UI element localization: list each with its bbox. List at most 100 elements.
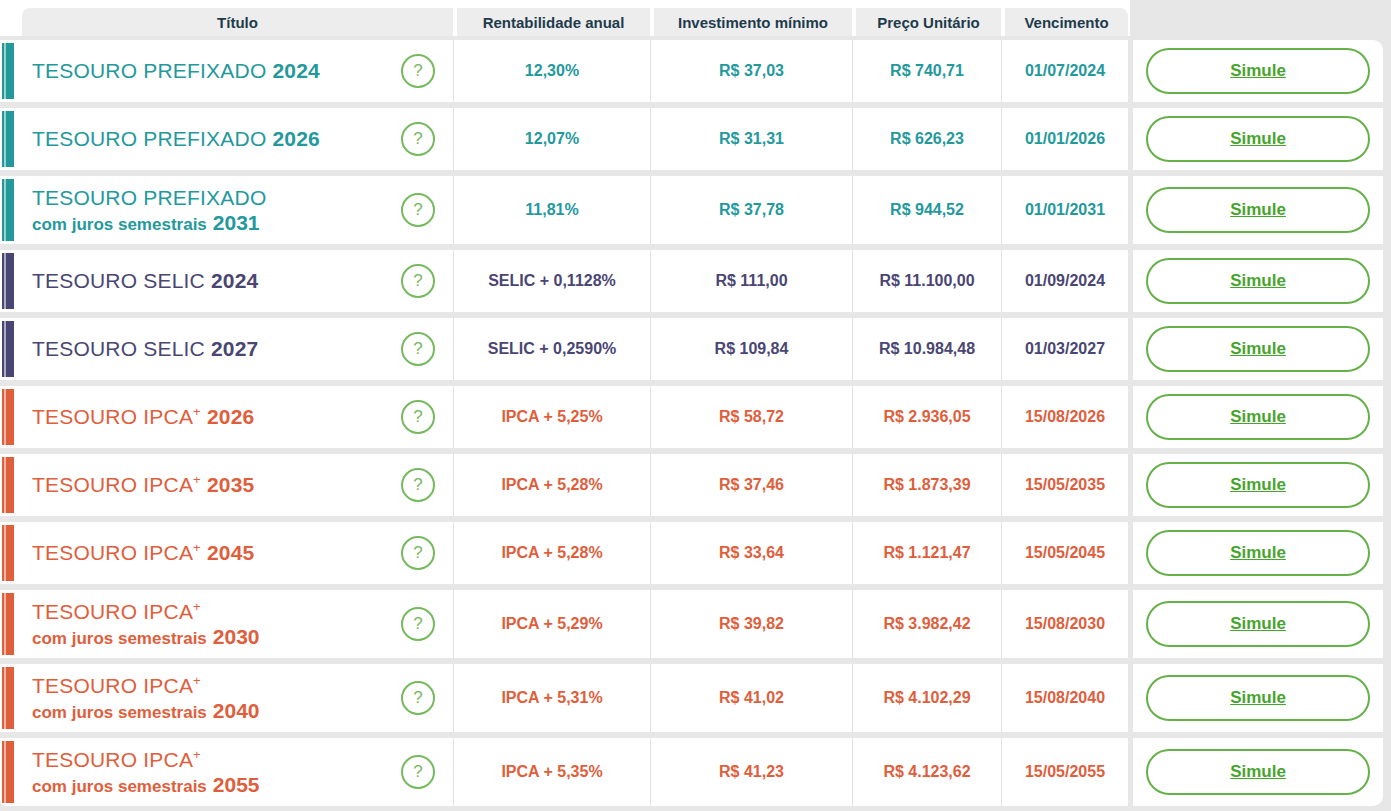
bond-title-cell: TESOURO IPCA+ com juros semestrais2055 ? <box>0 738 453 806</box>
table-row: TESOURO PREFIXADO com juros semestrais20… <box>0 176 1391 244</box>
help-question-icon[interactable]: ? <box>401 400 435 434</box>
simulate-button[interactable]: Simule <box>1146 187 1370 233</box>
help-question-icon[interactable]: ? <box>401 193 435 227</box>
bond-title-cell: TESOURO SELIC2024 ? <box>0 250 453 312</box>
bond-title-cell: TESOURO PREFIXADO2026 ? <box>0 108 453 170</box>
plus-superscript: + <box>193 747 201 762</box>
unit-price-cell: R$ 4.102,29 <box>852 664 1001 732</box>
unit-price-cell: R$ 1.873,39 <box>852 454 1001 516</box>
bond-row-card: TESOURO IPCA+2026 ? IPCA + 5,25% R$ 58,7… <box>0 386 1128 448</box>
unit-price-cell: R$ 3.982,42 <box>852 590 1001 658</box>
bond-subtitle: com juros semestrais2031 <box>32 211 266 235</box>
bond-year: 2040 <box>213 699 260 722</box>
table-row: TESOURO IPCA+2026 ? IPCA + 5,25% R$ 58,7… <box>0 386 1391 448</box>
simulate-button[interactable]: Simule <box>1146 462 1370 508</box>
column-header-rentabilidade: Rentabilidade anual <box>457 8 650 36</box>
bond-title: TESOURO IPCA+ com juros semestrais2055 <box>32 748 260 797</box>
bond-title: TESOURO IPCA+ com juros semestrais2040 <box>32 674 260 723</box>
annual-rate-cell: 11,81% <box>453 176 650 244</box>
bond-title: TESOURO IPCA+2026 <box>32 405 254 429</box>
minimum-investment-cell: R$ 41,02 <box>650 664 852 732</box>
minimum-investment-cell: R$ 111,00 <box>650 250 852 312</box>
simulate-button[interactable]: Simule <box>1146 749 1370 795</box>
maturity-date-cell: 15/05/2035 <box>1001 454 1128 516</box>
bond-row-card: TESOURO IPCA+ com juros semestrais2040 ?… <box>0 664 1128 732</box>
bond-title-cell: TESOURO PREFIXADO com juros semestrais20… <box>0 176 453 244</box>
bond-year: 2024 <box>211 269 259 292</box>
help-question-icon[interactable]: ? <box>401 54 435 88</box>
simulate-button[interactable]: Simule <box>1146 675 1370 721</box>
help-question-icon[interactable]: ? <box>401 607 435 641</box>
minimum-investment-cell: R$ 37,78 <box>650 176 852 244</box>
bond-row-card: TESOURO IPCA+ com juros semestrais2055 ?… <box>0 738 1128 806</box>
bond-color-bar <box>2 741 14 803</box>
bond-name: TESOURO IPCA+ <box>32 748 260 772</box>
table-row: TESOURO IPCA+ com juros semestrais2040 ?… <box>0 664 1391 732</box>
bond-title-cell: TESOURO IPCA+ com juros semestrais2040 ? <box>0 664 453 732</box>
help-question-icon[interactable]: ? <box>401 755 435 789</box>
bond-title: TESOURO SELIC2027 <box>32 337 259 361</box>
bond-name: TESOURO IPCA+2026 <box>32 405 254 429</box>
bond-year: 2055 <box>213 773 260 796</box>
maturity-date-cell: 15/08/2030 <box>1001 590 1128 658</box>
maturity-date-cell: 01/09/2024 <box>1001 250 1128 312</box>
simulate-button[interactable]: Simule <box>1146 394 1370 440</box>
bond-year: 2024 <box>272 59 320 82</box>
minimum-investment-cell: R$ 39,82 <box>650 590 852 658</box>
bond-year: 2035 <box>207 473 255 496</box>
minimum-investment-cell: R$ 37,46 <box>650 454 852 516</box>
simulate-button[interactable]: Simule <box>1146 258 1370 304</box>
plus-superscript: + <box>193 540 201 555</box>
bond-color-bar <box>2 111 14 167</box>
help-question-icon[interactable]: ? <box>401 536 435 570</box>
bond-row-card: TESOURO IPCA+ com juros semestrais2030 ?… <box>0 590 1128 658</box>
annual-rate-cell: IPCA + 5,28% <box>453 454 650 516</box>
bond-name: TESOURO IPCA+ <box>32 674 260 698</box>
simulate-button[interactable]: Simule <box>1146 116 1370 162</box>
maturity-date-cell: 01/07/2024 <box>1001 40 1128 102</box>
column-header-titulo: Título <box>22 8 453 36</box>
table-row: TESOURO IPCA+ com juros semestrais2030 ?… <box>0 590 1391 658</box>
table-row: TESOURO SELIC2024 ? SELIC + 0,1128% R$ 1… <box>0 250 1391 312</box>
maturity-date-cell: 01/01/2031 <box>1001 176 1128 244</box>
help-question-icon[interactable]: ? <box>401 332 435 366</box>
annual-rate-cell: SELIC + 0,1128% <box>453 250 650 312</box>
maturity-date-cell: 01/01/2026 <box>1001 108 1128 170</box>
minimum-investment-cell: R$ 109,84 <box>650 318 852 380</box>
unit-price-cell: R$ 10.984,48 <box>852 318 1001 380</box>
simulate-button[interactable]: Simule <box>1146 326 1370 372</box>
bond-title-cell: TESOURO IPCA+2026 ? <box>0 386 453 448</box>
column-header-investimento: Investimento mínimo <box>654 8 852 36</box>
maturity-date-cell: 15/08/2026 <box>1001 386 1128 448</box>
annual-rate-cell: 12,30% <box>453 40 650 102</box>
simulate-button[interactable]: Simule <box>1146 48 1370 94</box>
bond-year: 2031 <box>213 211 260 234</box>
annual-rate-cell: IPCA + 5,31% <box>453 664 650 732</box>
simulate-cell: Simule <box>1133 454 1383 516</box>
bond-row-card: TESOURO IPCA+2045 ? IPCA + 5,28% R$ 33,6… <box>0 522 1128 584</box>
bond-title-cell: TESOURO SELIC2027 ? <box>0 318 453 380</box>
bond-subtitle: com juros semestrais2055 <box>32 773 260 797</box>
simulate-cell: Simule <box>1133 664 1383 732</box>
bond-title: TESOURO PREFIXADO com juros semestrais20… <box>32 186 266 235</box>
table-row: TESOURO SELIC2027 ? SELIC + 0,2590% R$ 1… <box>0 318 1391 380</box>
simulate-button[interactable]: Simule <box>1146 530 1370 576</box>
help-question-icon[interactable]: ? <box>401 681 435 715</box>
bond-color-bar <box>2 667 14 729</box>
unit-price-cell: R$ 11.100,00 <box>852 250 1001 312</box>
simulate-button[interactable]: Simule <box>1146 601 1370 647</box>
minimum-investment-cell: R$ 58,72 <box>650 386 852 448</box>
bond-title: TESOURO SELIC2024 <box>32 269 259 293</box>
help-question-icon[interactable]: ? <box>401 122 435 156</box>
plus-superscript: + <box>193 599 201 614</box>
unit-price-cell: R$ 2.936,05 <box>852 386 1001 448</box>
bond-name: TESOURO SELIC2024 <box>32 269 259 293</box>
help-question-icon[interactable]: ? <box>401 264 435 298</box>
help-question-icon[interactable]: ? <box>401 468 435 502</box>
bond-title-cell: TESOURO IPCA+2035 ? <box>0 454 453 516</box>
simulate-cell: Simule <box>1133 738 1383 806</box>
simulate-cell: Simule <box>1133 176 1383 244</box>
plus-superscript: + <box>193 673 201 688</box>
bond-row-card: TESOURO SELIC2027 ? SELIC + 0,2590% R$ 1… <box>0 318 1128 380</box>
bond-color-bar <box>2 457 14 513</box>
